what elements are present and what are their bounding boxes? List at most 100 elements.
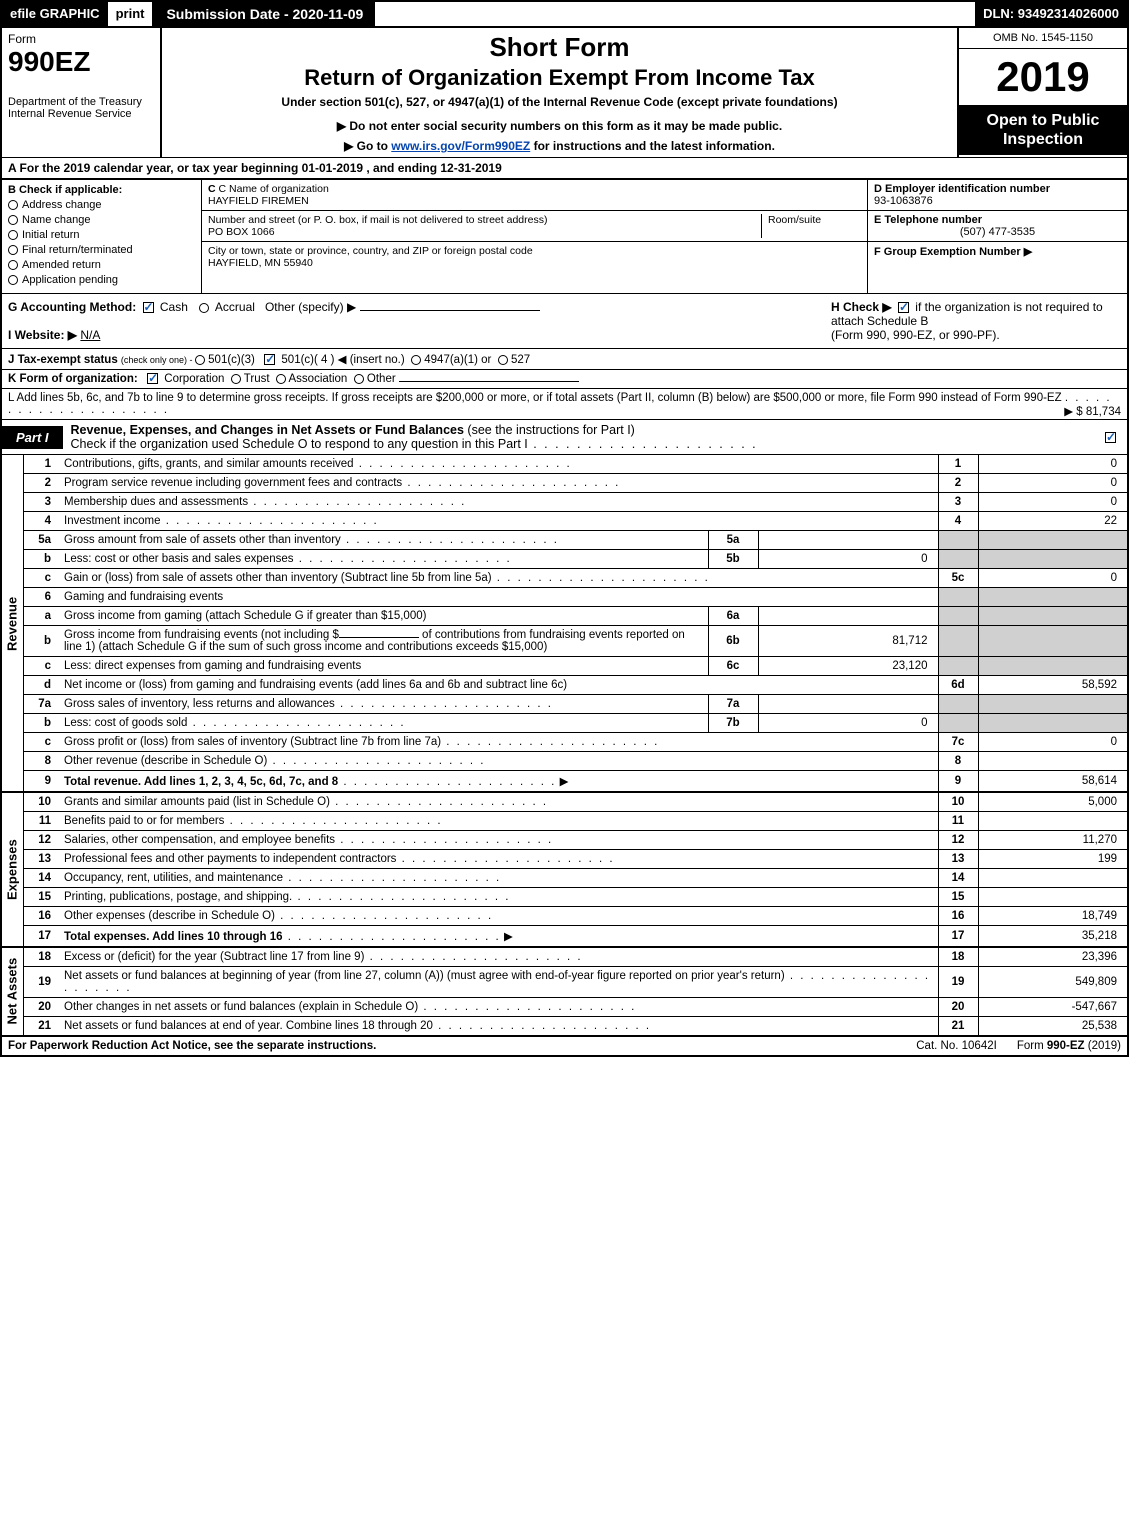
line-num: 21 (23, 1017, 59, 1036)
chk-other-org[interactable] (354, 374, 364, 384)
form-header: Form 990EZ Department of the Treasury In… (0, 28, 1129, 157)
chk-cash[interactable] (143, 302, 154, 313)
line-num: d (23, 676, 59, 695)
line-val: 5,000 (978, 792, 1128, 812)
header-right: OMB No. 1545-1150 2019 Open to Public In… (957, 28, 1127, 157)
chk-schedule-o[interactable] (1105, 432, 1116, 443)
line-val: 11,270 (978, 831, 1128, 850)
chk-501c3[interactable] (195, 355, 205, 365)
line-num: 11 (23, 812, 59, 831)
line-col-shade (938, 588, 978, 607)
line-num: 17 (23, 926, 59, 948)
footer-right-post: (2019) (1085, 1040, 1121, 1052)
chk-address-change[interactable]: Address change (8, 199, 195, 211)
chk-label: Name change (22, 214, 91, 226)
line-l: L Add lines 5b, 6c, and 7b to line 9 to … (0, 389, 1129, 420)
line-g: G Accounting Method: Cash Accrual Other … (8, 300, 821, 314)
chk-final-return[interactable]: Final return/terminated (8, 244, 195, 256)
j-o4: 527 (511, 354, 530, 366)
part1-title: Revenue, Expenses, and Changes in Net As… (63, 420, 1102, 454)
open-to-public: Open to Public Inspection (959, 105, 1127, 155)
line-desc-1: Gross income from fundraising events (no… (64, 629, 339, 641)
line-desc: Other revenue (describe in Schedule O) (64, 755, 267, 767)
block-ghi: G Accounting Method: Cash Accrual Other … (0, 294, 1129, 349)
line-a-tax-year: A For the 2019 calendar year, or tax yea… (0, 157, 1129, 180)
chk-corporation[interactable] (147, 373, 158, 384)
k-o1: Corporation (164, 373, 224, 385)
chk-application-pending[interactable]: Application pending (8, 274, 195, 286)
col-b-checkboxes: B Check if applicable: Address change Na… (2, 180, 202, 293)
line-num: 4 (23, 512, 59, 531)
line-desc: Gain or (loss) from sale of assets other… (64, 572, 492, 584)
dln-label: DLN: (983, 6, 1018, 21)
line-num: 19 (23, 967, 59, 998)
part1-title-bold: Revenue, Expenses, and Changes in Net As… (71, 423, 464, 437)
chk-527[interactable] (498, 355, 508, 365)
line-num: 10 (23, 792, 59, 812)
dept-treasury: Department of the Treasury (8, 96, 154, 108)
row-5b: b Less: cost or other basis and sales ex… (1, 550, 1128, 569)
part1-dots (528, 437, 758, 451)
line-num: c (23, 733, 59, 752)
line-val: 25,538 (978, 1017, 1128, 1036)
line-val (978, 869, 1128, 888)
sub-val (758, 531, 938, 550)
subdate-label: Submission Date - (166, 6, 292, 22)
chk-trust[interactable] (231, 374, 241, 384)
line-desc: Net assets or fund balances at beginning… (64, 970, 785, 982)
j-o1: 501(c)(3) (208, 354, 255, 366)
line-col-shade (938, 607, 978, 626)
line-desc: Printing, publications, postage, and shi… (64, 891, 292, 903)
line-num: 7a (23, 695, 59, 714)
chk-schedule-b[interactable] (898, 302, 909, 313)
line-desc: Total revenue. Add lines 1, 2, 3, 4, 5c,… (64, 776, 338, 788)
line-val-shade (978, 657, 1128, 676)
line-col: 4 (938, 512, 978, 531)
ghi-left: G Accounting Method: Cash Accrual Other … (8, 300, 821, 342)
line-col: 5c (938, 569, 978, 588)
k-other-input[interactable] (399, 381, 579, 382)
top-bar: efile GRAPHIC print Submission Date - 20… (0, 0, 1129, 28)
line-desc: Investment income (64, 515, 161, 527)
org-name: HAYFIELD FIREMEN (208, 195, 861, 207)
line-col: 8 (938, 752, 978, 771)
chk-amended-return[interactable]: Amended return (8, 259, 195, 271)
row-city: City or town, state or province, country… (202, 242, 867, 272)
g-other-input[interactable] (360, 310, 540, 311)
j-label: J Tax-exempt status (8, 354, 118, 366)
form-number: 990EZ (8, 46, 154, 78)
chk-name-change[interactable]: Name change (8, 214, 195, 226)
line-val: 58,614 (978, 771, 1128, 793)
line-num: b (23, 626, 59, 657)
sub-col: 6a (708, 607, 758, 626)
chk-accrual[interactable] (199, 303, 209, 313)
contrib-blank[interactable] (339, 637, 419, 638)
chk-association[interactable] (276, 374, 286, 384)
chk-initial-return[interactable]: Initial return (8, 229, 195, 241)
line-desc: Less: cost of goods sold (64, 717, 187, 729)
chk-4947[interactable] (411, 355, 421, 365)
line-col: 20 (938, 998, 978, 1017)
line-col-shade (938, 714, 978, 733)
line-num: c (23, 569, 59, 588)
part1-table: Revenue 1 Contributions, gifts, grants, … (0, 455, 1129, 1036)
efile-label: efile GRAPHIC (2, 2, 108, 26)
line-num: 1 (23, 455, 59, 474)
row-18: Net Assets 18 Excess or (deficit) for th… (1, 947, 1128, 967)
part1-tab: Part I (2, 426, 63, 449)
dln-value: 93492314026000 (1018, 6, 1119, 21)
sub-val: 23,120 (758, 657, 938, 676)
g-label: G Accounting Method: (8, 300, 136, 314)
line-desc: Less: cost or other basis and sales expe… (64, 553, 294, 565)
line-num: 20 (23, 998, 59, 1017)
irs-link[interactable]: www.irs.gov/Form990EZ (391, 139, 530, 153)
ein-value: 93-1063876 (874, 195, 933, 207)
print-button[interactable]: print (108, 2, 155, 26)
chk-501c[interactable] (264, 354, 275, 365)
k-o2: Trust (244, 373, 270, 385)
row-7b: b Less: cost of goods sold 7b 0 (1, 714, 1128, 733)
line-desc: Program service revenue including govern… (64, 477, 402, 489)
line-col: 10 (938, 792, 978, 812)
row-address: Number and street (or P. O. box, if mail… (202, 211, 867, 242)
line-val: -547,667 (978, 998, 1128, 1017)
